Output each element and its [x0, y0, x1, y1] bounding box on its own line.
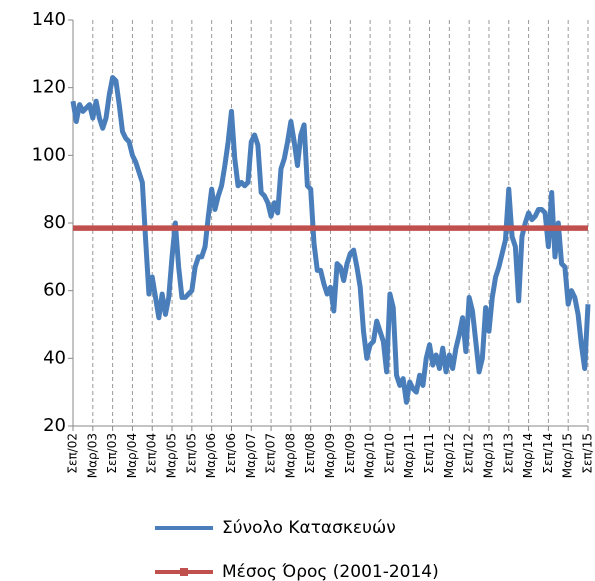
- y-tick-label: 120: [32, 77, 66, 98]
- y-tick-label: 60: [43, 280, 66, 301]
- x-tick-label: Μαρ/08: [283, 433, 297, 478]
- x-tick-label: Μαρ/11: [402, 433, 416, 478]
- x-tick-label: Μαρ/04: [125, 433, 139, 478]
- x-tick-label: Σεπ/13: [501, 433, 515, 474]
- y-tick-label: 140: [32, 9, 66, 30]
- x-tick-label: Σεπ/05: [184, 433, 198, 474]
- x-tick-label: Σεπ/02: [66, 433, 80, 474]
- x-tick-label: Σεπ/03: [105, 433, 119, 474]
- x-tick-label: Μαρ/12: [442, 433, 456, 478]
- x-tick-label: Μαρ/06: [204, 433, 218, 478]
- x-tick-label: Μαρ/05: [165, 433, 179, 478]
- x-tick-label: Σεπ/10: [382, 433, 396, 474]
- x-tick-label: Σεπ/04: [145, 433, 159, 474]
- legend-label: Σύνολο Κατασκευών: [222, 518, 396, 538]
- x-tick-label: Μαρ/15: [561, 433, 575, 478]
- x-tick-label: Μαρ/10: [363, 433, 377, 478]
- x-tick-label: Σεπ/09: [343, 433, 357, 474]
- x-tick-label: Μαρ/09: [323, 433, 337, 478]
- x-tick-label: Μαρ/14: [521, 433, 535, 478]
- y-tick-label: 100: [32, 144, 66, 165]
- x-tick-label: Μαρ/13: [481, 433, 495, 478]
- legend-label: Μέσος Όρος (2001-2014): [222, 562, 439, 581]
- x-tick-label: Σεπ/11: [422, 433, 436, 474]
- y-tick-label: 20: [43, 415, 66, 436]
- x-tick-label: Μαρ/07: [244, 433, 258, 478]
- legend-marker: [180, 568, 188, 576]
- x-tick-label: Σεπ/12: [462, 433, 476, 474]
- x-tick-label: Μαρ/03: [85, 433, 99, 478]
- x-tick-label: Σεπ/07: [264, 433, 278, 474]
- series-line: [70, 75, 591, 405]
- y-tick-label: 80: [43, 212, 66, 233]
- x-tick-label: Σεπ/08: [303, 433, 317, 474]
- y-tick-label: 40: [43, 347, 66, 368]
- x-tick-label: Σεπ/06: [224, 433, 238, 474]
- x-tick-label: Σεπ/14: [541, 433, 555, 474]
- x-tick-label: Σεπ/15: [581, 433, 595, 474]
